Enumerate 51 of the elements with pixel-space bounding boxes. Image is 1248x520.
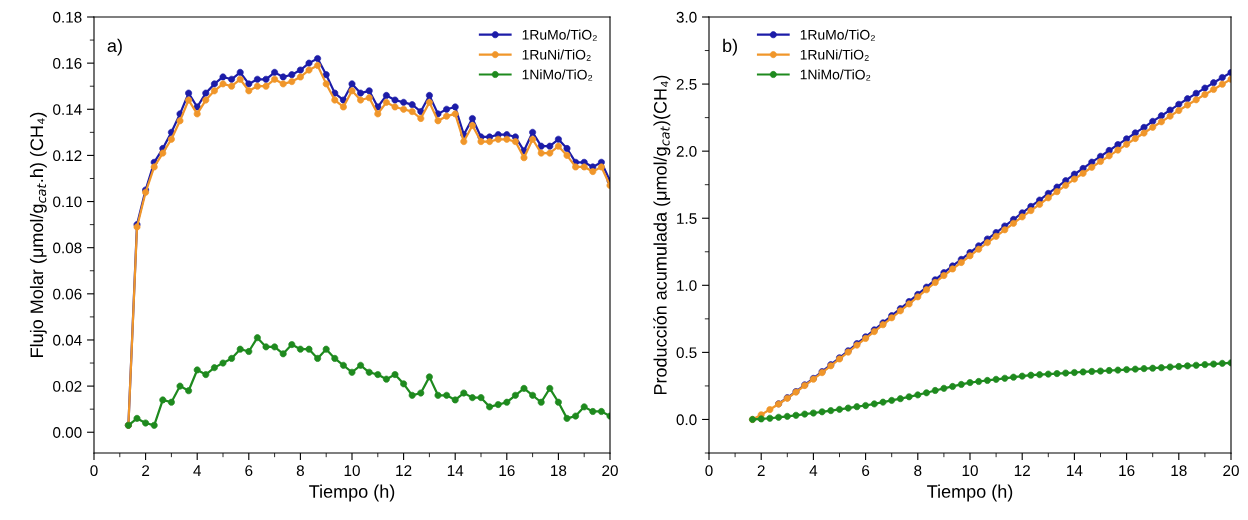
x-tick-label: 8 xyxy=(914,465,922,477)
x-tick-label: 4 xyxy=(809,465,818,476)
y-tick-label: 1.5 xyxy=(677,213,697,224)
y-tick-label: 1.0 xyxy=(677,280,697,291)
x-tick-label: 16 xyxy=(1119,465,1135,477)
x-tick-label: 8 xyxy=(296,465,304,477)
y-tick-label: 0.10 xyxy=(53,196,82,208)
x-tick-label: 18 xyxy=(551,465,567,477)
y-tick-label: 0.14 xyxy=(53,104,82,115)
x-tick-label: 14 xyxy=(1067,465,1083,476)
y-axis-title: Flujo Molar (μmol/g$_{cat}$.h) (CH₄) xyxy=(29,112,47,357)
y-tick-label: 0.12 xyxy=(53,150,82,162)
x-tick-label: 16 xyxy=(499,465,515,477)
x-tick-label: 6 xyxy=(245,465,253,477)
legend-label: 1RuNi/TiO₂ xyxy=(522,49,591,61)
x-tick-label: 2 xyxy=(757,465,765,476)
x-axis-title: Tiempo (h) xyxy=(309,484,395,502)
x-tick-label: 20 xyxy=(602,465,618,477)
legend-label: 1NiMo/TiO₂ xyxy=(522,69,593,81)
y-tick-label: 0.16 xyxy=(53,58,82,69)
y-tick-label: 0.04 xyxy=(53,334,82,346)
y-tick-label: 2.0 xyxy=(676,146,697,157)
legend-label: 1NiMo/TiO₂ xyxy=(800,69,871,81)
y-tick-label: 0.08 xyxy=(53,242,82,254)
annotation: b) xyxy=(723,38,737,56)
x-tick-label: 4 xyxy=(193,465,201,476)
annotation: a) xyxy=(107,38,122,56)
y-tick-label: 0.0 xyxy=(676,414,697,426)
x-tick-label: 10 xyxy=(344,465,360,477)
x-tick-label: 6 xyxy=(862,465,870,477)
y-tick-label: 0.18 xyxy=(53,11,82,23)
x-tick-label: 12 xyxy=(396,465,412,476)
legend-label: 1RuMo/TiO₂ xyxy=(522,29,597,41)
y-axis-title: Producción acumulada (μmol/g$_{cat}$)(CH₄) xyxy=(653,75,671,395)
y-tick-label: 0.00 xyxy=(53,427,82,438)
x-tick-label: 14 xyxy=(447,465,464,476)
x-axis-title: Tiempo (h) xyxy=(927,484,1013,502)
x-tick-label: 2 xyxy=(142,465,150,476)
x-tick-label: 10 xyxy=(962,465,978,477)
y-tick-label: 2.5 xyxy=(676,78,697,90)
x-tick-label: 12 xyxy=(1014,465,1030,476)
legend-label: 1RuNi/TiO₂ xyxy=(800,49,869,61)
x-tick-label: 0 xyxy=(705,465,713,477)
y-tick-label: 0.5 xyxy=(676,347,697,359)
legend-label: 1RuMo/TiO₂ xyxy=(800,29,875,41)
y-tick-label: 0.06 xyxy=(53,288,82,300)
x-tick-label: 0 xyxy=(90,465,98,477)
y-tick-label: 3.0 xyxy=(676,11,697,23)
y-tick-label: 0.02 xyxy=(53,380,82,392)
x-tick-label: 20 xyxy=(1223,465,1239,477)
x-tick-label: 18 xyxy=(1171,465,1187,477)
